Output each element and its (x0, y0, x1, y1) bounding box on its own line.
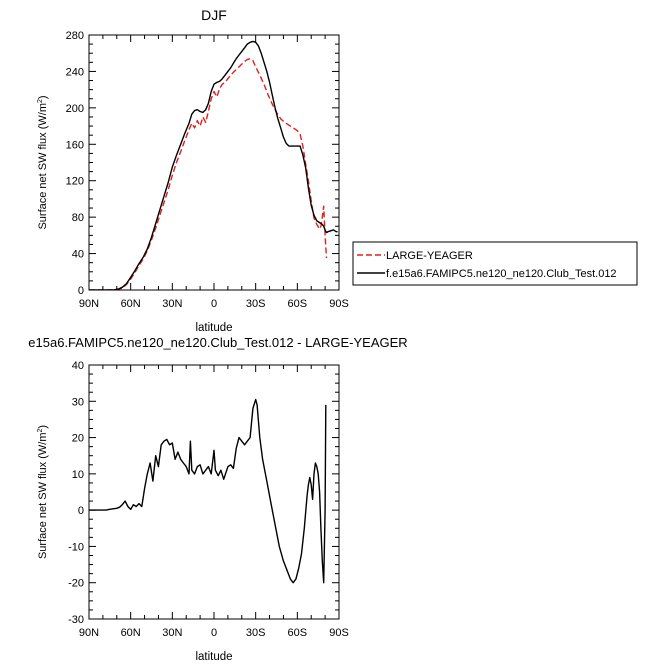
x-tick-label: 60N (121, 298, 141, 310)
series-line-difference (89, 398, 327, 584)
y-tick-label: 280 (66, 30, 84, 42)
x-tick-label: 30S (246, 627, 266, 639)
y-tick-label: 200 (66, 103, 84, 115)
top-panel: DJF Surface net SW flux (W/m2) latitude … (37, 7, 349, 334)
bottom-panel: e15a6.FAMIPC5.ne120_ne120.Club_Test.012 … (28, 335, 407, 663)
x-axis-label: latitude (195, 651, 232, 663)
y-tick-label: 30 (72, 396, 84, 408)
x-tick-label: 90S (329, 298, 349, 310)
legend: LARGE-YEAGER f.e15a6.FAMIPC5.ne120_ne120… (352, 241, 638, 286)
y-tick-label: 120 (66, 176, 84, 188)
legend-entry-large-yeager: LARGE-YEAGER (386, 250, 473, 262)
x-tick-label: 60S (288, 298, 308, 310)
x-tick-label: 30S (246, 298, 266, 310)
x-tick-label: 60N (121, 627, 141, 639)
x-tick-label: 0 (211, 298, 217, 310)
x-tick-label: 30N (162, 627, 182, 639)
y-tick-label: -30 (68, 614, 84, 626)
y-axis-label: Surface net SW flux (W/m2) (37, 95, 49, 229)
y-tick-label: 0 (78, 505, 84, 517)
y-tick-label: 40 (72, 249, 84, 261)
y-tick-label: -10 (68, 541, 84, 553)
chart-title: e15a6.FAMIPC5.ne120_ne120.Club_Test.012 … (28, 335, 407, 350)
plot-frame (88, 364, 340, 620)
series-line-large-yeager (89, 58, 328, 290)
y-tick-label: 240 (66, 66, 84, 78)
x-tick-label: 90N (79, 298, 99, 310)
y-tick-label: -20 (68, 578, 84, 590)
x-tick-label: 60S (288, 627, 308, 639)
x-tick-label: 30N (162, 298, 182, 310)
y-tick-label: 160 (66, 139, 84, 151)
x-axis-label: latitude (195, 322, 232, 334)
y-tick-label: 0 (78, 285, 84, 297)
legend-entry-club-test: f.e15a6.FAMIPC5.ne120_ne120.Club_Test.01… (386, 268, 617, 280)
series-line-f-e15a6-famipc5-ne120-ne120-club-test-012 (89, 40, 338, 290)
x-tick-label: 0 (211, 627, 217, 639)
y-tick-label: 20 (72, 433, 84, 445)
chart-title: DJF (201, 7, 227, 23)
y-tick-label: 10 (72, 469, 84, 481)
plot-frame (88, 34, 340, 291)
y-tick-label: 80 (72, 212, 84, 224)
y-tick-label: 40 (72, 360, 84, 372)
y-axis-label: Surface net SW flux (W/m2) (37, 425, 49, 559)
x-tick-label: 90S (329, 627, 349, 639)
x-tick-label: 90N (79, 627, 99, 639)
legend-box (352, 241, 638, 286)
